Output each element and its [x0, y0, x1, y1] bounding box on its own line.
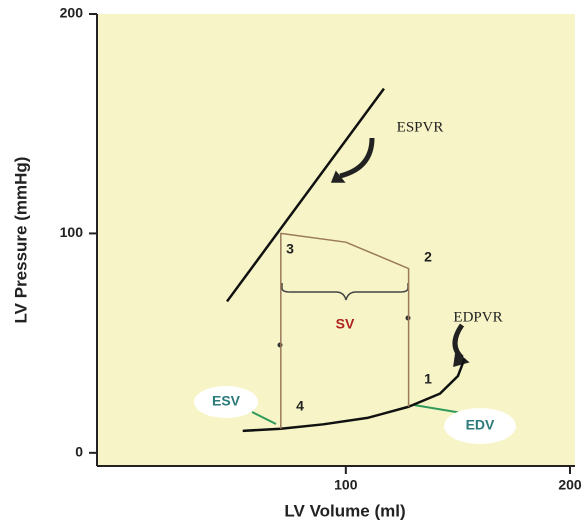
annotation: 2: [424, 249, 432, 265]
annotation: SV: [336, 316, 355, 332]
edv-arrow: [413, 404, 463, 414]
decorations: [251, 137, 470, 425]
y-axis-title: LV Pressure (mmHg): [11, 157, 30, 324]
annotation: 4: [296, 398, 304, 414]
esv-arrow: [251, 411, 277, 425]
y-tick-label: 200: [60, 5, 84, 21]
y-tick-label: 100: [60, 224, 84, 240]
series-line: [280, 232, 410, 429]
series-line: [242, 358, 466, 433]
y-tick-label: 0: [75, 444, 83, 460]
edpvr-arrowhead: [453, 350, 470, 368]
x-tick-label: 200: [558, 477, 582, 493]
plot-area: [97, 14, 575, 466]
annotation: ESV: [212, 393, 241, 409]
series-line: [226, 87, 385, 303]
curve-label: ESPVR: [397, 119, 444, 135]
espvr-arrowhead: [330, 170, 346, 183]
sv-brace: [281, 283, 409, 301]
annotation: 3: [286, 241, 294, 257]
x-tick-label: 100: [334, 477, 358, 493]
espvr-arrow: [339, 137, 375, 179]
annotation: EDV: [466, 417, 495, 433]
annotation: 1: [424, 371, 432, 387]
edv-cloud: [444, 408, 516, 444]
loop-arrow-dot: [277, 342, 283, 348]
x-axis-title: LV Volume (ml): [284, 501, 405, 520]
curve-label: EDPVR: [453, 309, 502, 325]
esv-cloud: [194, 386, 258, 418]
